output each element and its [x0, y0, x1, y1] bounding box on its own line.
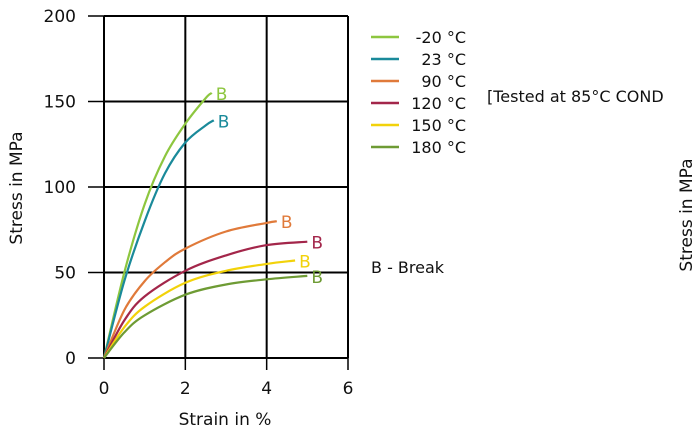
axes: [88, 15, 349, 370]
legend-label-180C: 180 °C: [411, 138, 466, 157]
legend-note-break: B - Break: [371, 258, 445, 277]
x-tick-label-6: 6: [343, 379, 354, 399]
legend-label-23C: 23 °C: [421, 50, 466, 69]
test-condition-annotation: [Tested at 85°C COND: [487, 87, 664, 106]
legend: -20 °C 23 °C 90 °C 120 °C 150 °C 180 °C: [371, 28, 466, 157]
curve-90C: [102, 220, 277, 359]
x-tick-label-0: 0: [99, 379, 110, 399]
break-label-23C: B: [218, 112, 230, 132]
break-label-150C: B: [299, 253, 311, 273]
grid: [104, 15, 349, 358]
legend-label-90C: 90 °C: [421, 72, 466, 91]
curve-minus20C: [102, 92, 213, 359]
legend-label-120C: 120 °C: [411, 94, 466, 113]
break-label-minus20C: B: [216, 85, 228, 105]
y-axis-label: Stress in MPa: [7, 131, 27, 244]
x-tick-label-2: 2: [180, 379, 191, 399]
x-axis-label: Strain in %: [179, 410, 272, 430]
y-tick-label-50: 50: [54, 264, 76, 284]
y-tick-label-0: 0: [65, 349, 76, 369]
y-tick-label-150: 150: [44, 93, 76, 113]
x-tick-label-4: 4: [261, 379, 272, 399]
legend-label-150C: 150 °C: [411, 116, 466, 135]
curve-150C: [103, 259, 296, 359]
curve-180C: [103, 274, 308, 359]
y-tick-label-200: 200: [44, 7, 76, 27]
y-tick-label-100: 100: [44, 178, 76, 198]
curves: [102, 92, 308, 359]
break-label-180C: B: [311, 268, 323, 288]
curve-23C: [102, 119, 215, 359]
break-label-90C: B: [281, 213, 293, 233]
tick-labels: 0 50 100 150 200 0 2 4 6: [44, 7, 354, 399]
second-panel-y-axis-label: Stress in MPa: [677, 158, 697, 271]
curve-120C: [103, 240, 308, 359]
legend-label-minus20C: -20 °C: [416, 28, 466, 47]
break-label-120C: B: [311, 234, 323, 254]
